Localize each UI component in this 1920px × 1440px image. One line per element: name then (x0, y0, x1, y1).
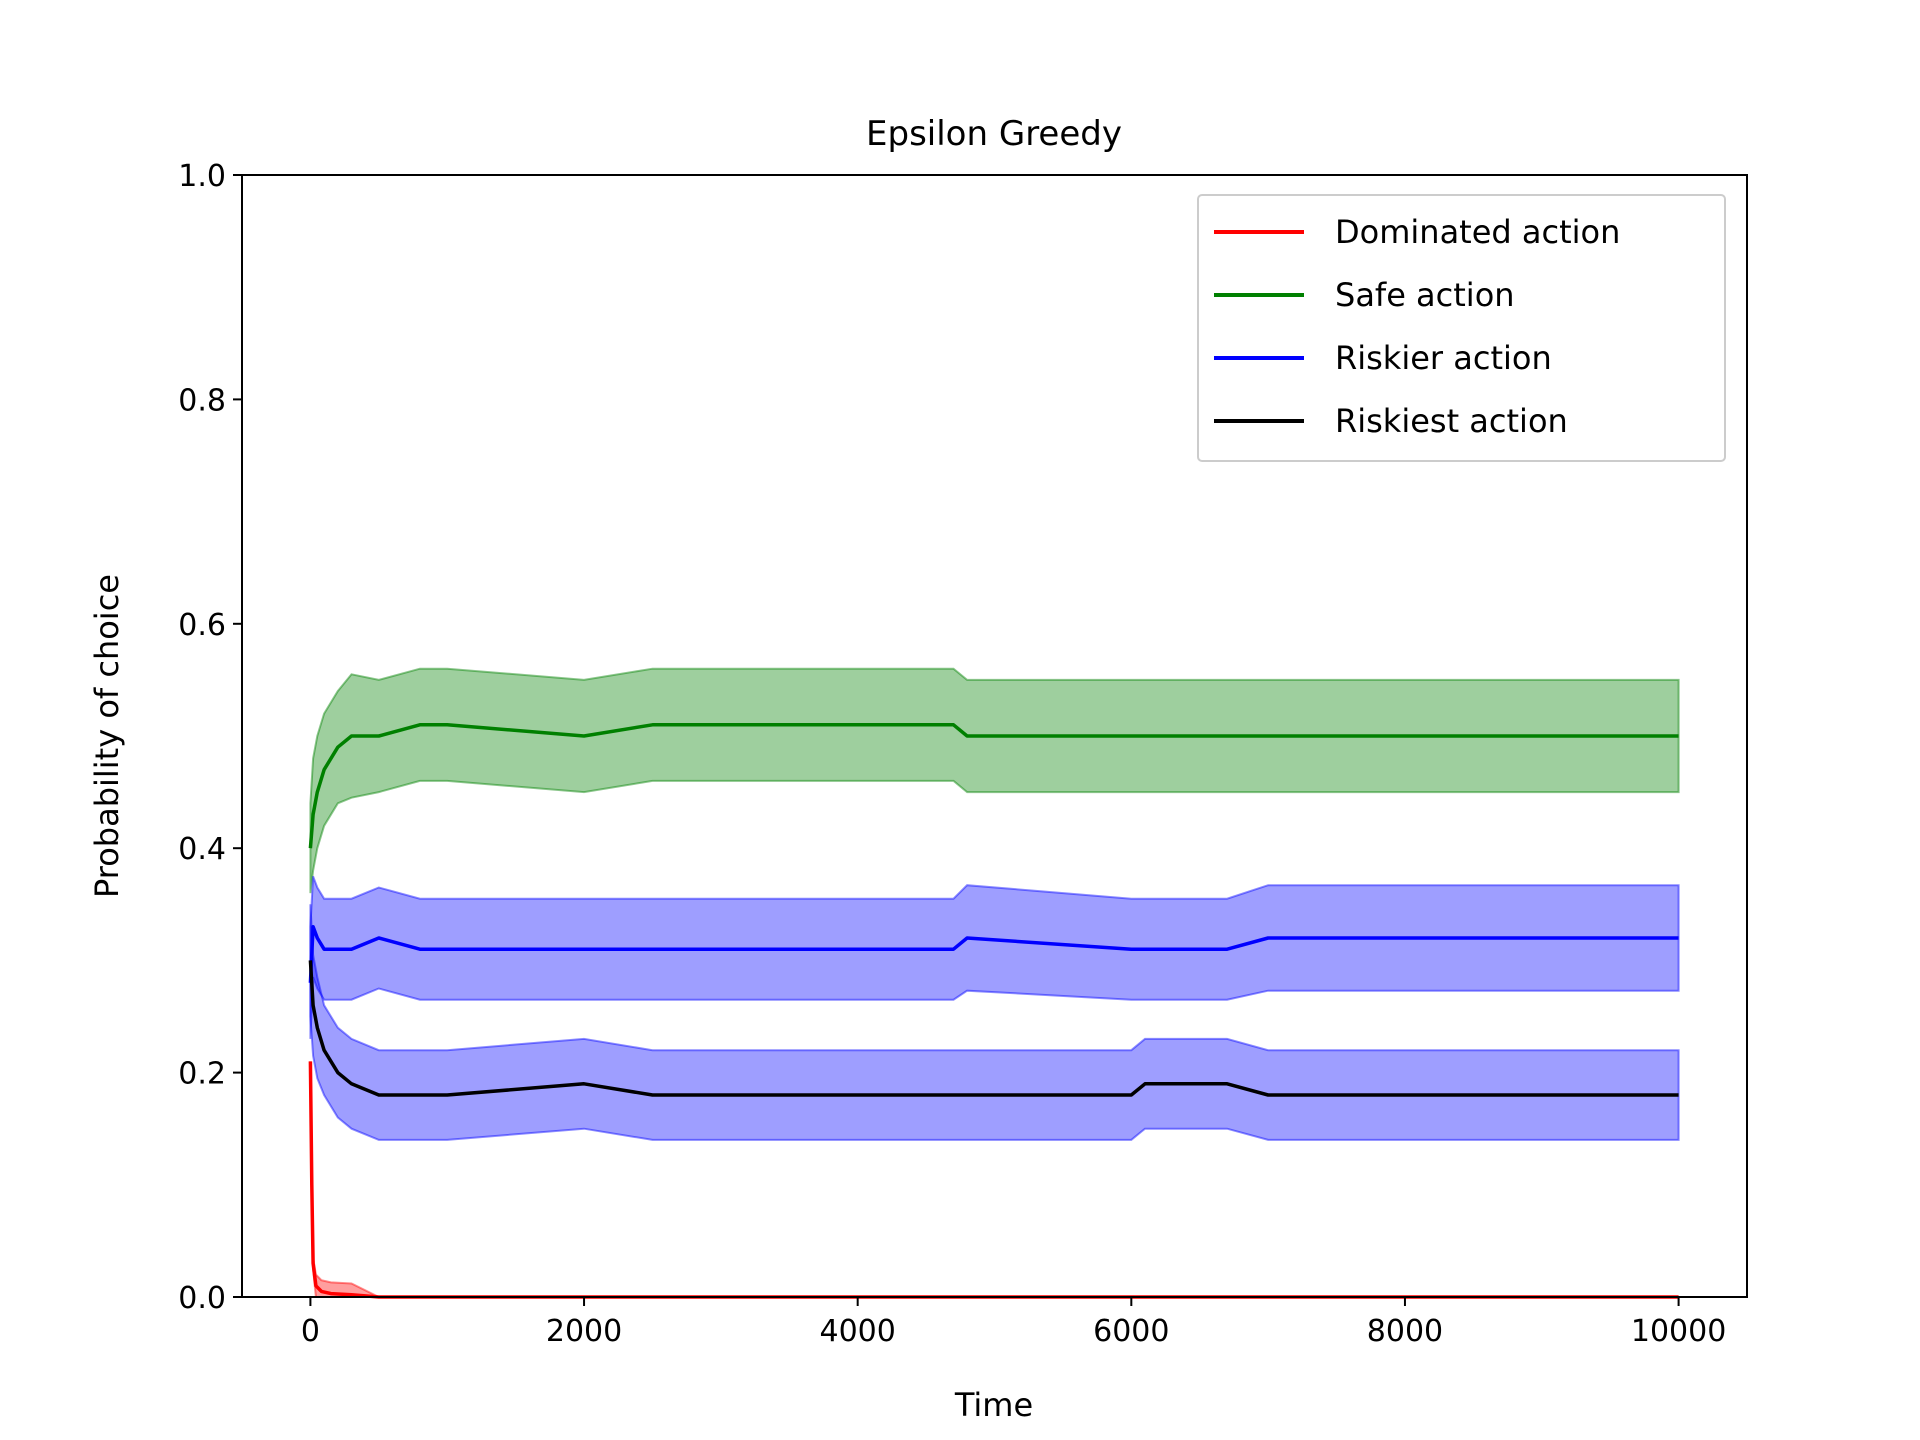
series-line-riskier-action (308, 924, 1679, 983)
chart-title: Epsilon Greedy (866, 114, 1122, 154)
y-tick-label: 0.4 (178, 832, 226, 867)
legend-box (1197, 194, 1726, 462)
legend-label: Dominated action (1335, 213, 1620, 251)
x-tick-label: 8000 (1367, 1314, 1443, 1349)
y-tick-label: 0.6 (178, 608, 226, 643)
y-tick-label: 0.2 (178, 1057, 226, 1092)
y-tick-label: 1.0 (178, 159, 226, 194)
legend: Dominated action Safe action Riskier actio… (1197, 194, 1726, 462)
axes-frame (241, 174, 1748, 1298)
x-tick-label: 2000 (546, 1314, 622, 1349)
y-axis-label: Probability of choice (88, 574, 126, 898)
x-tick-label: 4000 (820, 1314, 896, 1349)
y-axis: 0.0 0.2 0.4 0.6 0.8 1.0 (178, 159, 242, 1316)
x-axis: 0 2000 4000 6000 8000 10000 (301, 1297, 1726, 1349)
band-riskier-action (309, 875, 1680, 1039)
y-tick-label: 0.0 (178, 1281, 226, 1316)
legend-label: Riskier action (1335, 339, 1552, 377)
x-tick-label: 10000 (1631, 1314, 1726, 1349)
legend-label: Riskiest action (1335, 402, 1568, 440)
legend-label: Safe action (1335, 276, 1515, 314)
y-tick-label: 0.8 (178, 383, 226, 418)
series-line-safe-action (308, 723, 1679, 849)
x-tick-label: 6000 (1093, 1314, 1169, 1349)
x-tick-label: 0 (301, 1314, 320, 1349)
series-line-riskiest-action (308, 960, 1679, 1097)
band-riskiest-action (309, 904, 1680, 1141)
plot-area (308, 667, 1680, 1299)
x-axis-label: Time (954, 1386, 1033, 1424)
